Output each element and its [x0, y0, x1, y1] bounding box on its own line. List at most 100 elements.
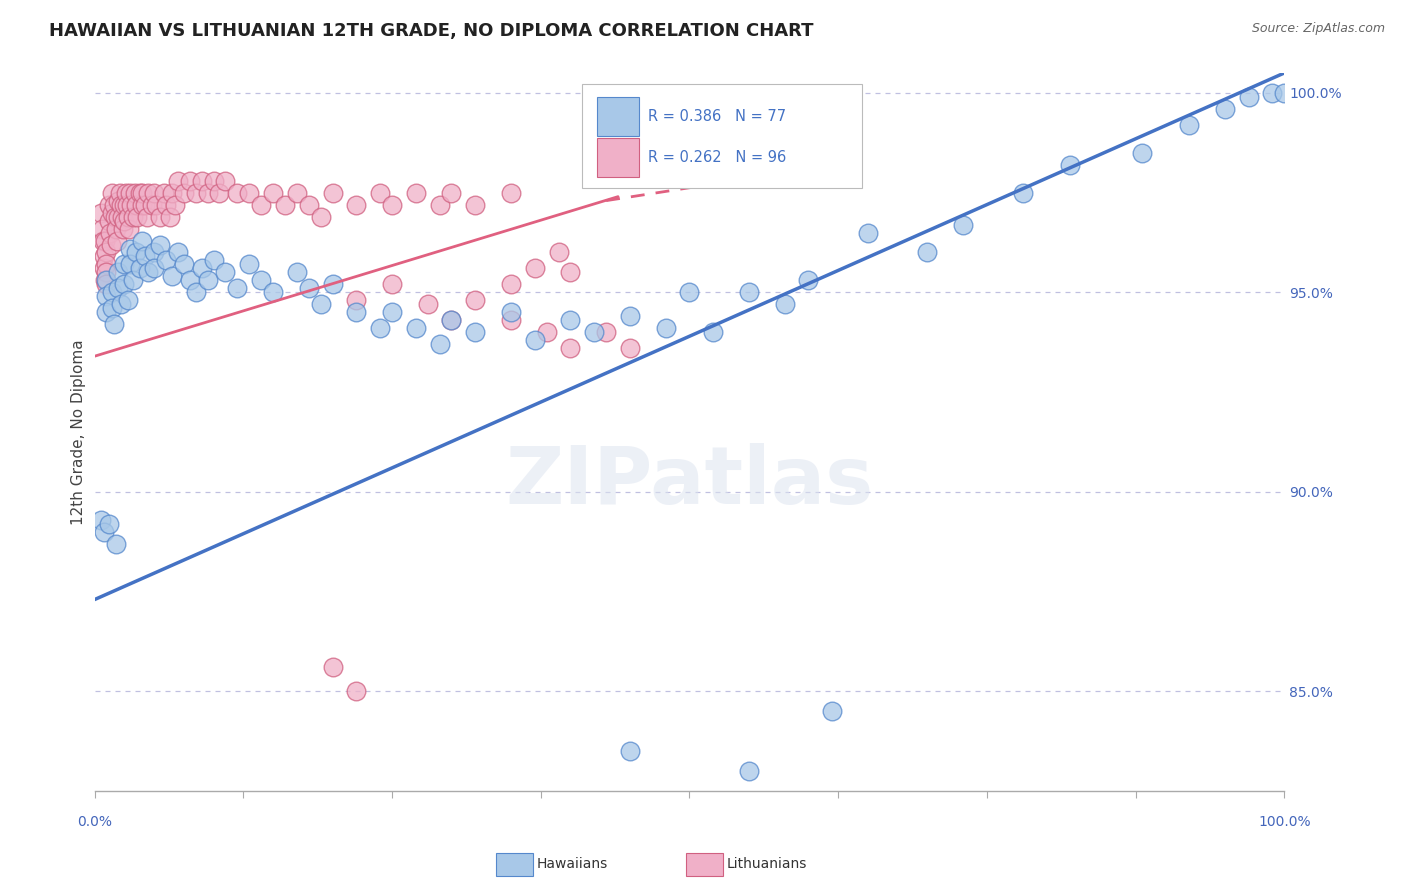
Point	[111, 210, 134, 224]
Point	[149, 237, 172, 252]
Point	[773, 297, 796, 311]
Point	[381, 277, 404, 292]
Point	[416, 297, 439, 311]
Point	[654, 321, 676, 335]
Point	[121, 273, 143, 287]
Point	[118, 221, 141, 235]
Point	[202, 174, 225, 188]
Text: 100.0%: 100.0%	[1258, 815, 1310, 829]
Point	[309, 297, 332, 311]
Point	[464, 293, 486, 308]
Point	[112, 197, 135, 211]
Text: R = 0.262   N = 96: R = 0.262 N = 96	[648, 150, 786, 165]
Point	[619, 744, 641, 758]
Point	[112, 213, 135, 227]
Point	[344, 197, 367, 211]
Point	[155, 253, 177, 268]
Point	[143, 245, 166, 260]
Point	[101, 285, 124, 300]
Point	[96, 245, 118, 260]
Point	[104, 210, 127, 224]
Point	[440, 313, 463, 327]
Point	[96, 265, 118, 279]
Point	[344, 684, 367, 698]
Point	[98, 226, 121, 240]
Point	[101, 301, 124, 316]
Point	[1272, 86, 1295, 100]
Point	[96, 257, 118, 271]
Point	[166, 174, 188, 188]
Point	[322, 277, 344, 292]
Point	[110, 297, 132, 311]
Point	[464, 197, 486, 211]
Point	[112, 221, 135, 235]
Point	[131, 234, 153, 248]
Point	[131, 197, 153, 211]
Point	[560, 313, 582, 327]
Point	[344, 305, 367, 319]
Point	[136, 265, 159, 279]
Point	[197, 273, 219, 287]
Point	[93, 250, 115, 264]
FancyBboxPatch shape	[596, 137, 640, 177]
Point	[112, 257, 135, 271]
Point	[499, 305, 522, 319]
Point	[124, 186, 146, 200]
Point	[141, 197, 163, 211]
Point	[1213, 102, 1236, 116]
Point	[90, 221, 112, 235]
Point	[702, 326, 724, 340]
Point	[91, 234, 114, 248]
Point	[125, 197, 148, 211]
Point	[381, 305, 404, 319]
Point	[560, 265, 582, 279]
Point	[179, 174, 201, 188]
Point	[127, 210, 149, 224]
Point	[202, 253, 225, 268]
Point	[115, 197, 138, 211]
Point	[464, 326, 486, 340]
Point	[184, 186, 207, 200]
Point	[298, 281, 321, 295]
Point	[131, 186, 153, 200]
Point	[117, 293, 139, 308]
Point	[121, 210, 143, 224]
Point	[143, 261, 166, 276]
Point	[368, 186, 391, 200]
Point	[208, 186, 231, 200]
Point	[619, 310, 641, 324]
Point	[152, 186, 174, 200]
Point	[184, 285, 207, 300]
Text: Hawaiians: Hawaiians	[537, 857, 609, 871]
Point	[821, 704, 844, 718]
Point	[97, 516, 120, 531]
Point	[595, 326, 617, 340]
Point	[160, 269, 183, 284]
Point	[1059, 158, 1081, 172]
Point	[262, 186, 284, 200]
Point	[96, 273, 118, 287]
Point	[145, 197, 167, 211]
Point	[114, 186, 136, 200]
Point	[96, 305, 118, 319]
Point	[262, 285, 284, 300]
Point	[678, 285, 700, 300]
Point	[250, 273, 273, 287]
Point	[536, 326, 558, 340]
Point	[322, 660, 344, 674]
Point	[250, 197, 273, 211]
Point	[309, 210, 332, 224]
Point	[120, 257, 142, 271]
Point	[1178, 118, 1201, 132]
Point	[322, 186, 344, 200]
Point	[143, 186, 166, 200]
Point	[166, 245, 188, 260]
Point	[101, 186, 124, 200]
Point	[89, 513, 111, 527]
Point	[128, 186, 150, 200]
Point	[1130, 145, 1153, 160]
Point	[523, 261, 546, 276]
Text: 0.0%: 0.0%	[77, 815, 112, 829]
Point	[238, 257, 260, 271]
Point	[547, 245, 569, 260]
